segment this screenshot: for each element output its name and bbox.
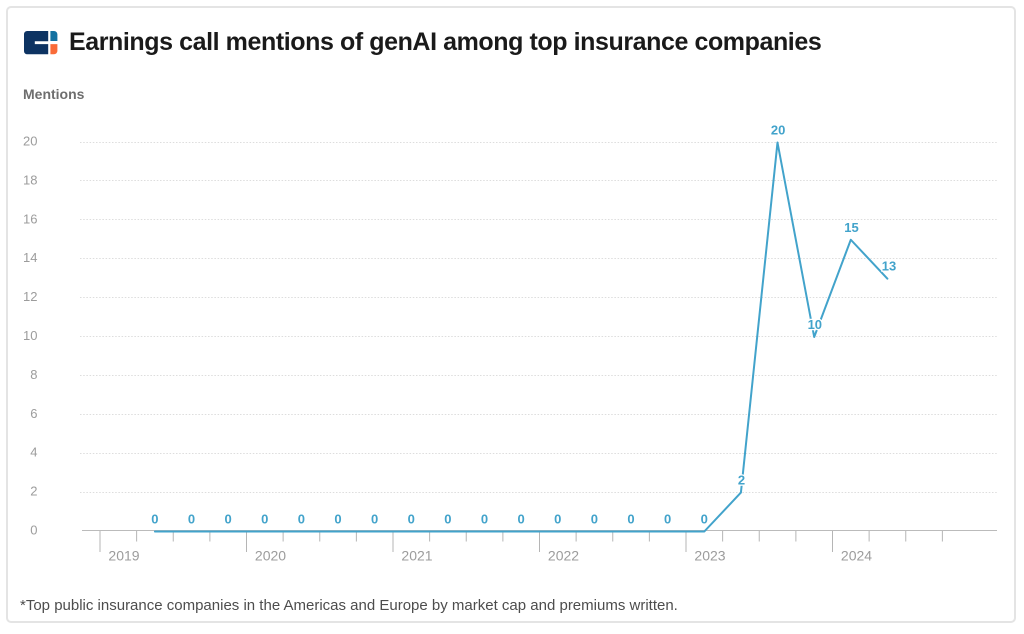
svg-text:0: 0 — [334, 512, 341, 527]
svg-text:2022: 2022 — [548, 548, 579, 564]
svg-text:2023: 2023 — [694, 548, 725, 564]
svg-text:0: 0 — [30, 523, 37, 538]
svg-text:4: 4 — [30, 445, 37, 460]
svg-text:10: 10 — [23, 328, 37, 343]
svg-text:6: 6 — [30, 406, 37, 421]
svg-text:0: 0 — [518, 512, 525, 527]
svg-text:0: 0 — [664, 512, 671, 527]
svg-text:2024: 2024 — [841, 548, 872, 564]
svg-text:0: 0 — [481, 512, 488, 527]
svg-text:0: 0 — [554, 512, 561, 527]
svg-text:14: 14 — [23, 250, 37, 265]
svg-text:18: 18 — [23, 172, 37, 187]
svg-text:2: 2 — [738, 473, 745, 488]
svg-text:0: 0 — [298, 512, 305, 527]
svg-text:15: 15 — [844, 220, 858, 235]
svg-text:13: 13 — [882, 259, 896, 274]
svg-text:16: 16 — [23, 211, 37, 226]
svg-text:8: 8 — [30, 367, 37, 382]
svg-text:2019: 2019 — [108, 548, 139, 564]
svg-text:0: 0 — [261, 512, 268, 527]
svg-text:0: 0 — [591, 512, 598, 527]
svg-text:12: 12 — [23, 289, 37, 304]
svg-text:2: 2 — [30, 484, 37, 499]
svg-text:0: 0 — [151, 512, 158, 527]
svg-text:20: 20 — [771, 123, 785, 138]
svg-text:2021: 2021 — [401, 548, 432, 564]
svg-text:10: 10 — [808, 317, 822, 332]
svg-text:0: 0 — [627, 512, 634, 527]
svg-text:2020: 2020 — [255, 548, 286, 564]
svg-text:0: 0 — [225, 512, 232, 527]
svg-text:0: 0 — [188, 512, 195, 527]
svg-text:20: 20 — [23, 134, 37, 149]
svg-text:0: 0 — [701, 512, 708, 527]
svg-text:0: 0 — [371, 512, 378, 527]
svg-text:0: 0 — [408, 512, 415, 527]
svg-text:0: 0 — [444, 512, 451, 527]
